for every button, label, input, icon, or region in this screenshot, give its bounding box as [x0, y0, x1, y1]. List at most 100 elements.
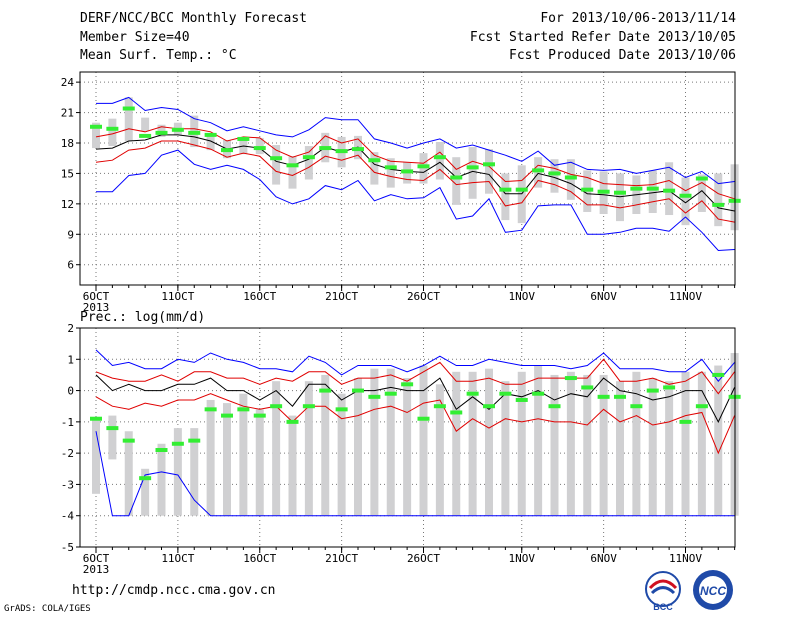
ensemble-min-line	[96, 149, 735, 252]
grads-credit: GrADS: COLA/IGES	[4, 604, 91, 614]
observed-marker	[532, 168, 545, 173]
observed-marker	[499, 391, 512, 396]
ensemble-spread-box	[288, 156, 297, 189]
observed-marker	[221, 148, 233, 153]
ensemble-spread-box	[599, 374, 608, 516]
ncc-logo: NCC	[693, 570, 733, 610]
ensemble-spread-box	[648, 378, 657, 516]
ensemble-mean-line	[95, 134, 735, 212]
x-tick-label: 16OCT	[243, 552, 276, 565]
observed-marker	[352, 388, 364, 393]
observed-marker	[630, 186, 643, 191]
y-tick-label: -2	[61, 447, 74, 460]
ensemble-spread-box	[124, 431, 133, 516]
ensemble-spread-box	[288, 415, 297, 516]
x-tick-label: 26OCT	[407, 290, 440, 303]
observed-marker	[417, 164, 430, 169]
ensemble-spread-box	[485, 149, 493, 194]
observed-marker	[597, 394, 610, 399]
ensemble-spread-box	[468, 371, 477, 516]
variable-label: Mean Surf. Temp.: °C	[80, 48, 237, 63]
ensemble-min-line	[95, 431, 735, 517]
observed-marker	[646, 388, 659, 393]
observed-marker	[302, 155, 315, 160]
ensemble-max-line	[95, 349, 735, 382]
ensemble-spread-box	[206, 399, 215, 516]
ensemble-spread-box	[419, 365, 428, 516]
observed-marker	[646, 186, 659, 191]
x-tick-label: 11NOV	[669, 290, 702, 303]
ensemble-spread-box	[255, 137, 264, 155]
observed-marker	[319, 388, 332, 393]
x-tick-label: 21OCT	[325, 290, 358, 303]
ensemble-spread-box	[648, 170, 657, 213]
x-tick-label: 1NOV	[509, 552, 536, 565]
x-tick-label: 11NOV	[669, 552, 702, 565]
observed-marker	[564, 175, 577, 180]
observed-marker	[139, 476, 152, 481]
observed-marker	[384, 391, 397, 396]
observed-marker	[712, 202, 725, 207]
observed-marker	[188, 130, 201, 135]
ensemble-spread-box	[124, 97, 133, 141]
observed-marker	[679, 193, 692, 198]
ensemble-spread-box	[468, 147, 477, 199]
upper-spread-line	[95, 126, 735, 200]
observed-marker	[581, 187, 594, 192]
observed-marker	[483, 404, 495, 409]
bcc-logo: BCC	[645, 571, 681, 612]
ensemble-spread-box	[239, 393, 248, 516]
observed-marker	[614, 190, 626, 195]
observed-marker	[466, 165, 479, 170]
ensemble-spread-box	[92, 418, 100, 494]
ensemble-spread-box	[485, 368, 493, 516]
y-tick-label: 2	[67, 322, 74, 335]
observed-marker	[712, 372, 725, 377]
x-tick-label: 6OCT	[83, 552, 110, 565]
observed-marker	[237, 136, 250, 141]
observed-marker	[286, 419, 299, 424]
y-tick-label: -5	[61, 541, 74, 554]
ensemble-spread-box	[632, 371, 641, 516]
ensemble-spread-box	[697, 174, 706, 212]
ensemble-spread-box	[92, 122, 100, 149]
observed-marker	[515, 397, 528, 402]
observed-marker	[433, 155, 446, 160]
y-tick-label: 9	[67, 228, 74, 241]
observed-marker	[352, 147, 364, 152]
observed-marker	[106, 126, 119, 131]
observed-marker	[564, 376, 577, 381]
y-tick-label: 18	[61, 137, 74, 150]
y-tick-label: -1	[61, 416, 74, 429]
ensemble-spread-box	[517, 371, 526, 516]
observed-marker	[171, 441, 184, 446]
observed-marker	[433, 404, 446, 409]
observed-marker	[515, 187, 528, 192]
ensemble-spread-box	[223, 403, 231, 516]
observed-marker	[270, 404, 283, 409]
observed-marker	[270, 156, 283, 161]
observed-marker	[253, 146, 266, 151]
ensemble-spread-box	[534, 365, 543, 516]
x-tick-label: 21OCT	[325, 552, 358, 565]
ensemble-spread-box	[173, 428, 182, 516]
observed-marker	[90, 416, 102, 421]
x-tick-label: 11OCT	[161, 290, 194, 303]
x-year-label: 2013	[83, 563, 110, 576]
observed-marker	[597, 189, 610, 194]
observed-marker	[155, 130, 168, 135]
ensemble-spread-box	[501, 173, 510, 221]
y-tick-label: 1	[67, 353, 74, 366]
website-link[interactable]: http://cmdp.ncc.cma.gov.cn	[72, 583, 276, 598]
y-tick-label: 24	[61, 76, 75, 89]
ensemble-spread-box	[665, 162, 674, 216]
ensemble-spread-box	[321, 374, 330, 516]
y-tick-label: 0	[67, 385, 74, 398]
observed-marker	[335, 149, 348, 154]
ensemble-spread-box	[141, 117, 150, 131]
observed-marker	[532, 391, 545, 396]
ensemble-spread-box	[304, 381, 313, 516]
observed-marker	[630, 404, 643, 409]
observed-marker	[335, 407, 348, 412]
observed-marker	[286, 163, 299, 168]
